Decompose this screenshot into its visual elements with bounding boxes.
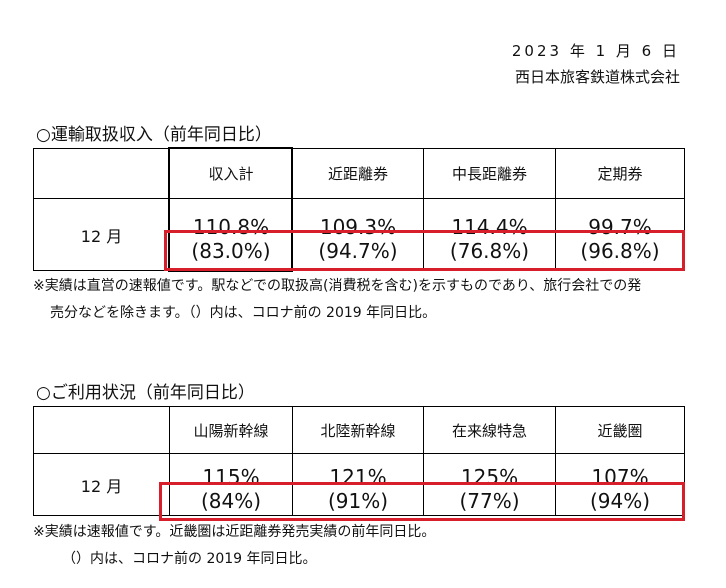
revenue-col-total: 収入計 [169,148,293,199]
revenue-row-label: 12 月 [33,198,170,271]
usage-value-sanyo-shinkansen: 115% [202,465,260,489]
revenue-precovid-short-distance: (94.7%) [318,239,398,263]
usage-header-empty-cell [33,406,170,454]
revenue-cell-commuter-pass: 99.7% (96.8%) [555,198,685,271]
revenue-value-total: 110.8% [192,215,270,239]
company-name: 西日本旅客鉄道株式会社 [514,68,680,86]
revenue-cell-long-distance: 114.4% (76.8%) [423,198,556,271]
revenue-precovid-long-distance: (76.8%) [449,239,530,263]
revenue-precovid-commuter-pass: (96.8%) [580,239,660,263]
revenue-cell-total: 110.8% (83.0%) [169,198,293,271]
revenue-cell-short-distance: 109.3% (94.7%) [292,198,424,271]
revenue-value-short-distance: 109.3% [319,215,397,239]
revenue-col-commuter-pass: 定期券 [555,148,685,199]
usage-cell-kinki-area: 107% (94%) [555,453,685,516]
document-date: 2023 年 1 月 6 日 [511,42,680,60]
revenue-section-title: ○運輸取扱収入（前年同日比） [36,125,272,145]
usage-row-label: 12 月 [33,453,170,516]
usage-value-hokuriku-shinkansen: 121% [329,465,387,489]
revenue-col-long-distance: 中長距離券 [423,148,556,199]
usage-cell-limited-express: 125% (77%) [423,453,556,516]
usage-note-line-2: （）内は、コロナ前の 2019 年同日比。 [62,551,317,567]
revenue-table: 収入計 近距離券 中長距離券 定期券 12 月 110.8% (83.0%) 1… [33,148,685,271]
usage-precovid-sanyo-shinkansen: (84%) [200,489,262,513]
revenue-value-commuter-pass: 99.7% [588,215,652,239]
usage-value-limited-express: 125% [460,465,519,489]
usage-cell-hokuriku-shinkansen: 121% (91%) [292,453,424,516]
usage-col-hokuriku-shinkansen: 北陸新幹線 [292,406,424,454]
revenue-col-short-distance: 近距離券 [292,148,424,199]
usage-table: 山陽新幹線 北陸新幹線 在来線特急 近畿圏 12 月 115% (84%) 12… [33,406,685,516]
usage-section-title: ○ご利用状況（前年同日比） [36,383,255,403]
usage-precovid-hokuriku-shinkansen: (91%) [327,489,389,513]
usage-col-kinki-area: 近畿圏 [555,406,685,454]
usage-precovid-limited-express: (77%) [459,489,520,513]
usage-col-sanyo-shinkansen: 山陽新幹線 [169,406,293,454]
revenue-precovid-total: (83.0%) [191,239,271,263]
usage-value-kinki-area: 107% [591,465,649,489]
revenue-value-long-distance: 114.4% [451,215,528,239]
revenue-note-line-2: 売分などを除きます。（）内は、コロナ前の 2019 年同日比。 [50,305,437,321]
revenue-note-line-1: ※実績は直営の速報値です。駅などでの取扱高(消費税を含む)を示すものであり、旅行… [33,278,642,294]
usage-note-line-1: ※実績は速報値です。近畿圏は近距離券発売実績の前年同日比。 [33,524,436,540]
usage-cell-sanyo-shinkansen: 115% (84%) [169,453,293,516]
revenue-header-empty-cell [33,148,170,199]
usage-precovid-kinki-area: (94%) [589,489,651,513]
usage-col-limited-express: 在来線特急 [423,406,556,454]
